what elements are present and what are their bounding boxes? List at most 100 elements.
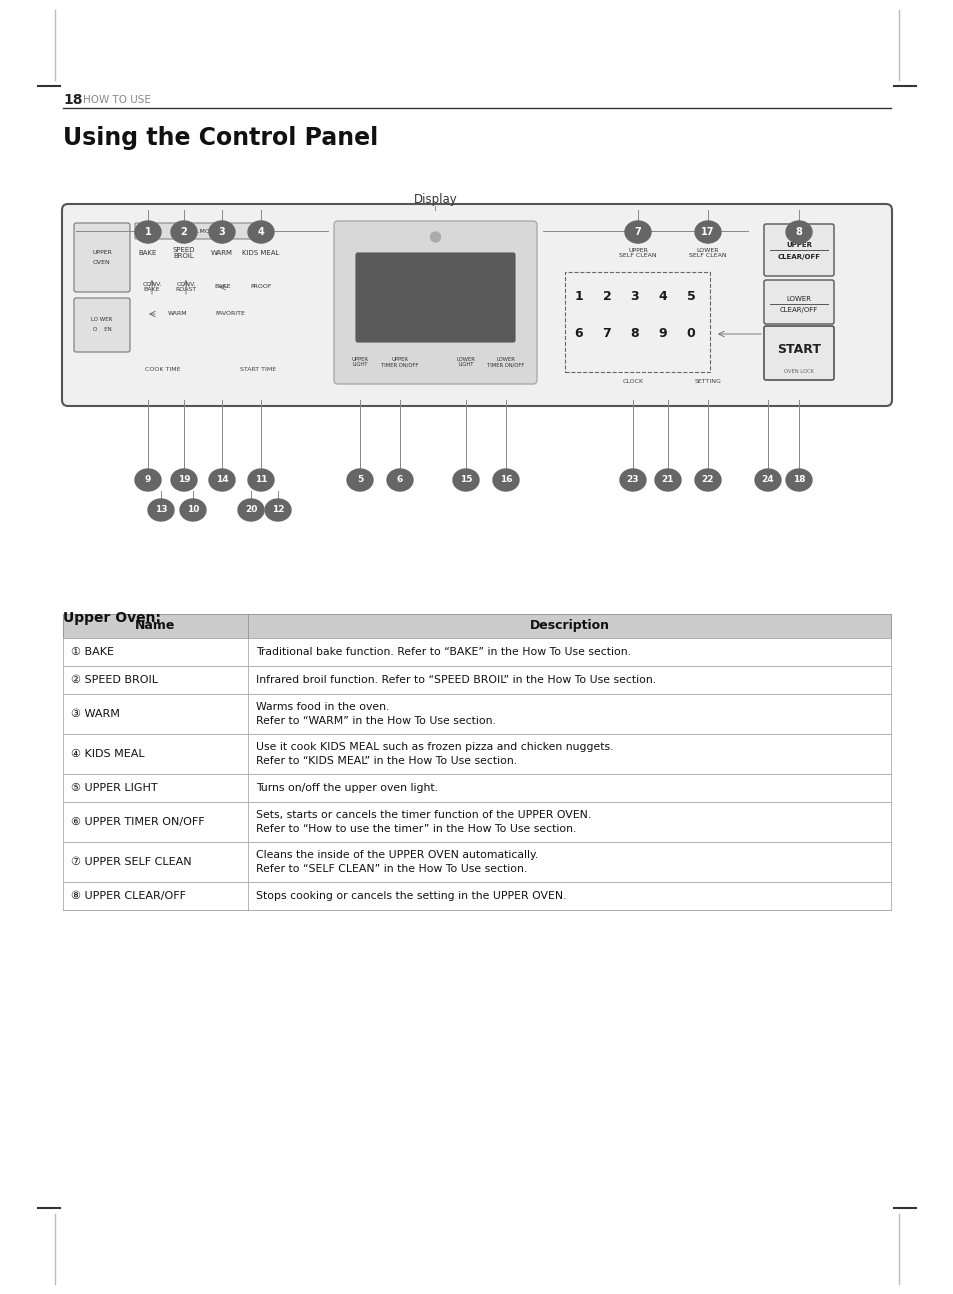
Ellipse shape bbox=[248, 221, 274, 243]
Text: Description: Description bbox=[529, 620, 609, 633]
Bar bbox=[564, 272, 709, 371]
FancyBboxPatch shape bbox=[763, 280, 833, 324]
Text: COOK/G.MODE: COOK/G.MODE bbox=[172, 229, 219, 233]
Text: LOWER
LIGHT: LOWER LIGHT bbox=[456, 357, 475, 367]
Text: LOWER
TIMER ON/OFF: LOWER TIMER ON/OFF bbox=[487, 357, 524, 367]
Text: 23: 23 bbox=[626, 475, 639, 484]
Text: 6: 6 bbox=[574, 327, 582, 340]
Text: CLEAR/OFF: CLEAR/OFF bbox=[777, 254, 820, 260]
Text: 1: 1 bbox=[145, 226, 152, 237]
Text: 22: 22 bbox=[701, 475, 714, 484]
Text: ⑤ UPPER LIGHT: ⑤ UPPER LIGHT bbox=[71, 783, 157, 793]
Ellipse shape bbox=[387, 468, 413, 490]
Ellipse shape bbox=[619, 468, 645, 490]
Text: 2: 2 bbox=[180, 226, 187, 237]
Text: ⑧ UPPER CLEAR/OFF: ⑧ UPPER CLEAR/OFF bbox=[71, 892, 186, 901]
Text: CONV.
BAKE: CONV. BAKE bbox=[142, 282, 162, 292]
Text: WARM: WARM bbox=[211, 250, 233, 256]
FancyBboxPatch shape bbox=[355, 254, 515, 342]
Text: 4: 4 bbox=[257, 226, 264, 237]
Circle shape bbox=[430, 232, 440, 242]
Text: Refer to “WARM” in the How To Use section.: Refer to “WARM” in the How To Use sectio… bbox=[255, 716, 496, 726]
Text: ④ KIDS MEAL: ④ KIDS MEAL bbox=[71, 749, 145, 760]
Ellipse shape bbox=[655, 468, 680, 490]
Text: O    EN: O EN bbox=[92, 327, 112, 333]
Text: CLEAR/OFF: CLEAR/OFF bbox=[779, 307, 818, 313]
Text: 20: 20 bbox=[245, 506, 257, 515]
Bar bbox=[63, 774, 890, 802]
Ellipse shape bbox=[135, 468, 161, 490]
Text: 16: 16 bbox=[499, 475, 512, 484]
Ellipse shape bbox=[248, 468, 274, 490]
Text: UPPER: UPPER bbox=[785, 242, 811, 248]
FancyBboxPatch shape bbox=[74, 223, 130, 292]
Text: ⑥ UPPER TIMER ON/OFF: ⑥ UPPER TIMER ON/OFF bbox=[71, 817, 204, 827]
Ellipse shape bbox=[754, 468, 781, 490]
Text: 9: 9 bbox=[145, 475, 151, 484]
Text: UPPER
SELF CLEAN: UPPER SELF CLEAN bbox=[618, 247, 656, 259]
Ellipse shape bbox=[180, 499, 206, 521]
Text: 1: 1 bbox=[574, 290, 583, 304]
Text: CONV.
ROAST: CONV. ROAST bbox=[175, 282, 196, 292]
Text: BAKE: BAKE bbox=[214, 285, 231, 290]
Text: ③ WARM: ③ WARM bbox=[71, 709, 120, 719]
Text: 7: 7 bbox=[634, 226, 640, 237]
Text: LO WER: LO WER bbox=[91, 317, 112, 322]
Text: Turns on/off the upper oven light.: Turns on/off the upper oven light. bbox=[255, 783, 437, 793]
Text: UPPER
LIGHT: UPPER LIGHT bbox=[351, 357, 368, 367]
Ellipse shape bbox=[785, 468, 811, 490]
Text: 19: 19 bbox=[177, 475, 190, 484]
FancyBboxPatch shape bbox=[62, 204, 891, 406]
Text: START TIME: START TIME bbox=[240, 367, 275, 373]
Bar bbox=[63, 802, 890, 842]
Text: 24: 24 bbox=[760, 475, 774, 484]
Text: COOK TIME: COOK TIME bbox=[145, 367, 180, 373]
Text: Upper Oven:: Upper Oven: bbox=[63, 611, 161, 625]
Text: HOW TO USE: HOW TO USE bbox=[83, 94, 151, 105]
Text: 17: 17 bbox=[700, 226, 714, 237]
Ellipse shape bbox=[453, 468, 478, 490]
Text: ① BAKE: ① BAKE bbox=[71, 647, 113, 657]
Text: 3: 3 bbox=[218, 226, 225, 237]
Text: 6: 6 bbox=[396, 475, 403, 484]
Text: 15: 15 bbox=[459, 475, 472, 484]
Ellipse shape bbox=[209, 468, 234, 490]
Text: 12: 12 bbox=[272, 506, 284, 515]
Text: 9: 9 bbox=[658, 327, 666, 340]
Text: Stops cooking or cancels the setting in the UPPER OVEN.: Stops cooking or cancels the setting in … bbox=[255, 892, 566, 901]
Text: 10: 10 bbox=[187, 506, 199, 515]
Text: PROOF: PROOF bbox=[250, 285, 272, 290]
Text: Infrared broil function. Refer to “SPEED BROIL” in the How To Use section.: Infrared broil function. Refer to “SPEED… bbox=[255, 675, 656, 685]
Bar bbox=[63, 638, 890, 666]
Text: Cleans the inside of the UPPER OVEN automatically.: Cleans the inside of the UPPER OVEN auto… bbox=[255, 850, 537, 861]
Ellipse shape bbox=[171, 221, 196, 243]
Text: 0: 0 bbox=[686, 327, 695, 340]
Text: OVEN: OVEN bbox=[93, 260, 111, 265]
Text: 21: 21 bbox=[661, 475, 674, 484]
Text: 3: 3 bbox=[630, 290, 639, 304]
Ellipse shape bbox=[785, 221, 811, 243]
Ellipse shape bbox=[695, 468, 720, 490]
Ellipse shape bbox=[624, 221, 650, 243]
Ellipse shape bbox=[695, 221, 720, 243]
Text: 8: 8 bbox=[630, 327, 639, 340]
Text: BAKE: BAKE bbox=[139, 250, 157, 256]
Text: Traditional bake function. Refer to “BAKE” in the How To Use section.: Traditional bake function. Refer to “BAK… bbox=[255, 647, 630, 657]
Text: Name: Name bbox=[135, 620, 175, 633]
Text: 18: 18 bbox=[63, 93, 82, 107]
Ellipse shape bbox=[148, 499, 173, 521]
Ellipse shape bbox=[171, 468, 196, 490]
Text: 4: 4 bbox=[658, 290, 667, 304]
Bar bbox=[63, 734, 890, 774]
FancyBboxPatch shape bbox=[763, 224, 833, 276]
Ellipse shape bbox=[265, 499, 291, 521]
Text: 7: 7 bbox=[602, 327, 611, 340]
Text: Use it cook KIDS MEAL such as frozen pizza and chicken nuggets.: Use it cook KIDS MEAL such as frozen piz… bbox=[255, 743, 613, 752]
Text: 18: 18 bbox=[792, 475, 804, 484]
Text: START: START bbox=[776, 343, 821, 357]
Ellipse shape bbox=[493, 468, 518, 490]
Text: 13: 13 bbox=[154, 506, 167, 515]
Text: WARM: WARM bbox=[168, 312, 188, 317]
Text: Warms food in the oven.: Warms food in the oven. bbox=[255, 703, 389, 712]
Text: UPPER: UPPER bbox=[92, 250, 112, 255]
